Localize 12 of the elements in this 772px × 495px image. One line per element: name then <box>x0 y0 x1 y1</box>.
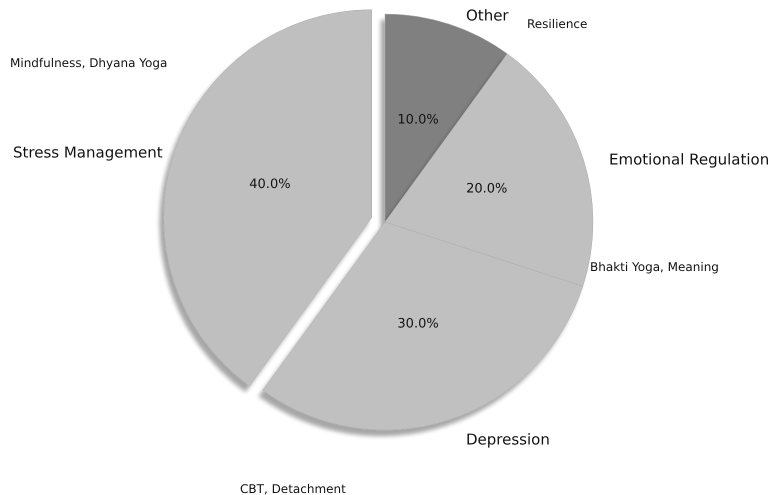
text: Resilience <box>527 17 588 31</box>
data-label: 30.0% <box>397 316 439 332</box>
slice-label: Stress Management <box>13 144 163 162</box>
slice-label: Depression <box>466 430 550 448</box>
text: Mindfulness, Dhyana Yoga <box>10 56 168 70</box>
text: Bhakti Yoga, Meaning <box>590 260 719 274</box>
text: CBT, Detachment <box>240 482 346 495</box>
slice-label: Other <box>466 6 510 24</box>
data-label: 40.0% <box>249 177 291 192</box>
data-label: 10.0% <box>397 112 439 128</box>
data-label: 20.0% <box>466 181 508 196</box>
slice-label: Emotional Regulation <box>609 150 770 168</box>
